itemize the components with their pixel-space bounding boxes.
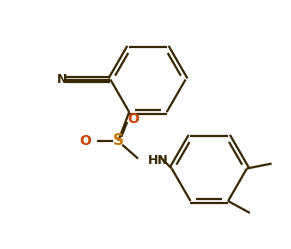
Text: O: O (127, 112, 139, 126)
Text: N: N (57, 73, 67, 86)
Text: HN: HN (148, 154, 169, 167)
Text: S: S (113, 133, 124, 148)
Text: O: O (80, 134, 92, 148)
